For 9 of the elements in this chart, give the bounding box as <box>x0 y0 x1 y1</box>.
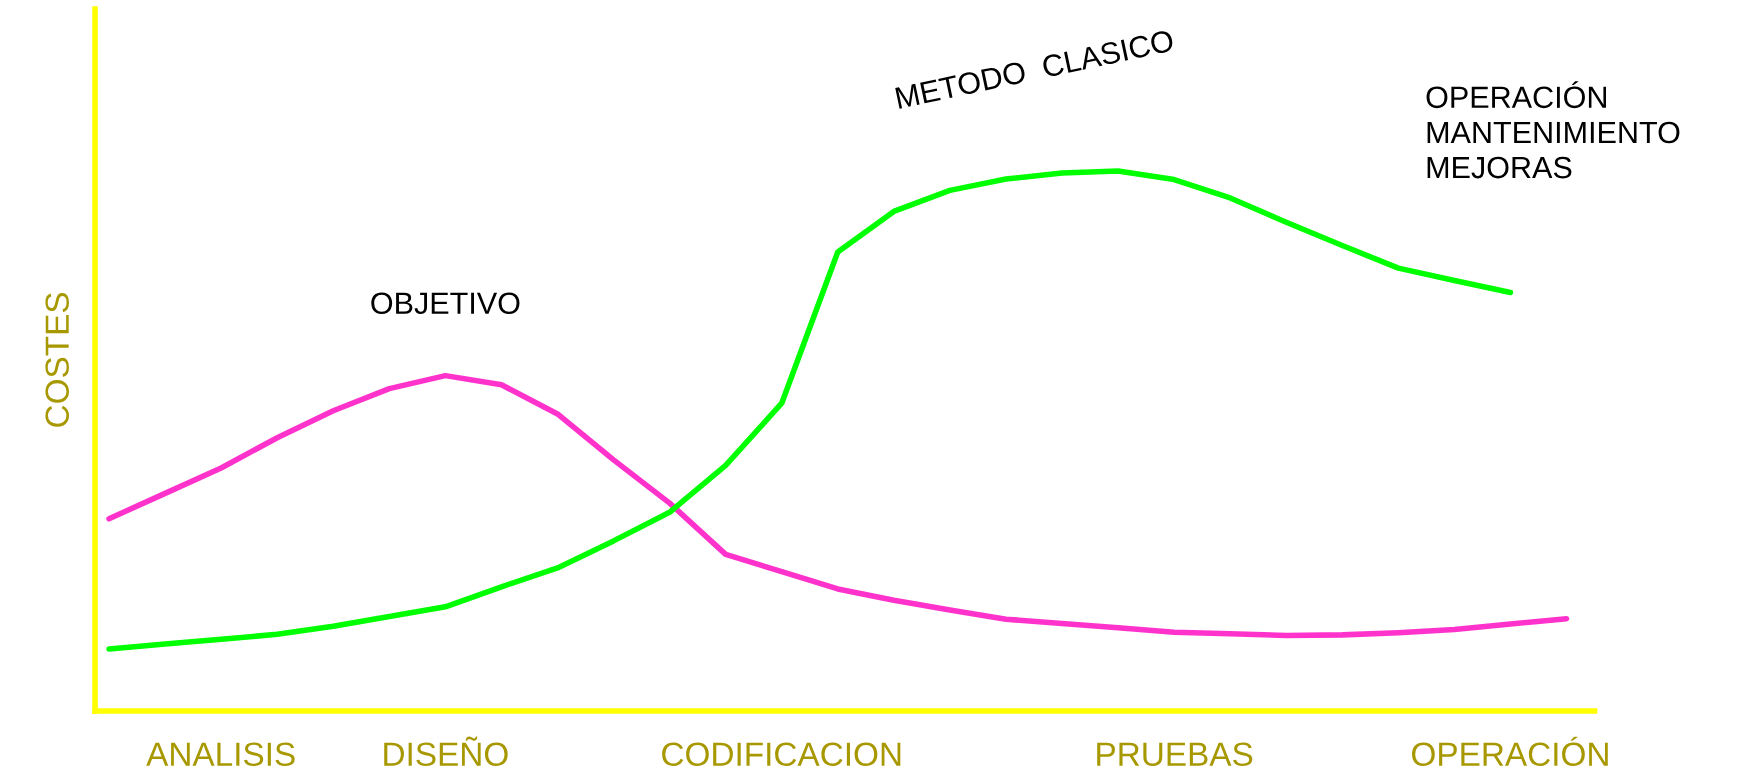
x-tick-label: PRUEBAS <box>1097 742 1253 767</box>
y-axis-title: COSTES <box>45 292 70 427</box>
x-tick-label: ANALISIS <box>146 742 295 767</box>
text: METODO CLASICO <box>895 29 1175 109</box>
x-tick-label: OPERACIÓN <box>1412 736 1608 767</box>
annotation: OPERACIÓN MANTENIMIENTO MEJORAS <box>1426 81 1680 179</box>
text: OBJETIVO <box>371 292 520 315</box>
x-tick-label: DISEÑO <box>384 736 508 767</box>
x-tick-label: CODIFICACION <box>662 742 901 767</box>
